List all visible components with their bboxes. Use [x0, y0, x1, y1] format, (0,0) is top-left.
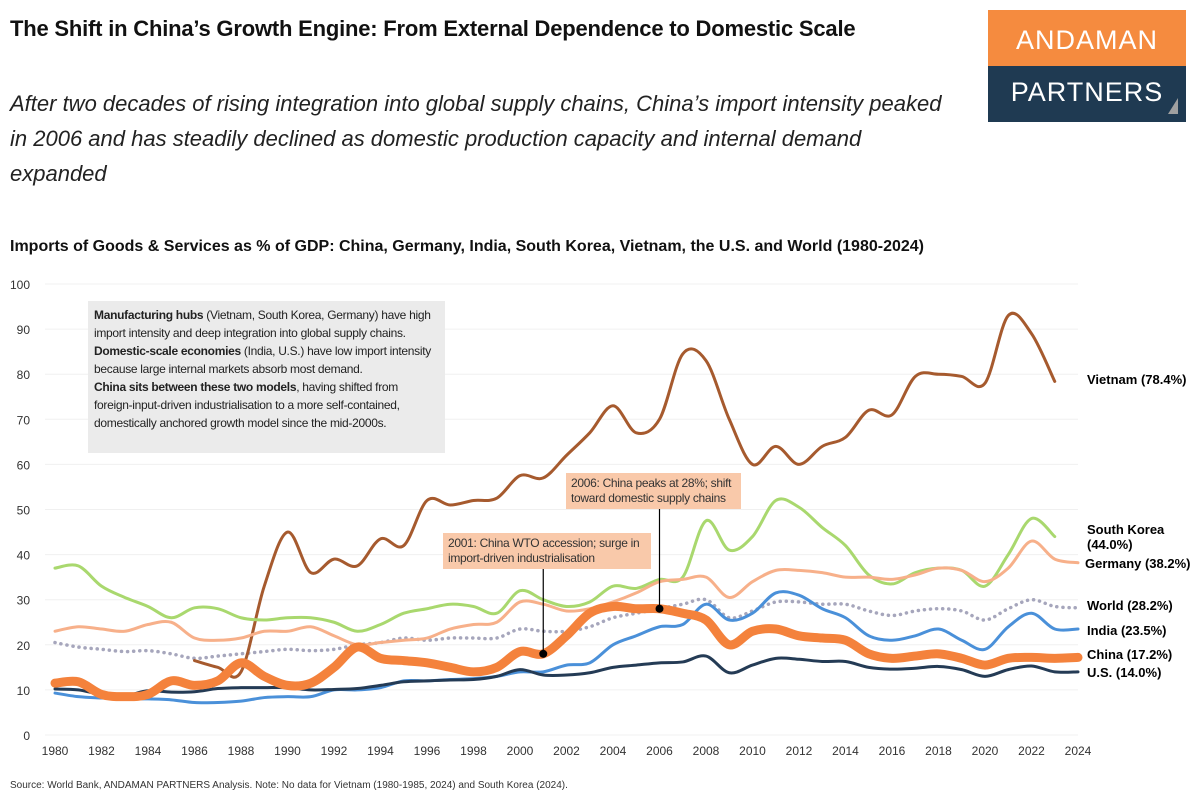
x-tick-label: 2002: [553, 744, 580, 758]
series-line-u-s-: [53, 654, 1080, 698]
note-p3-bold: China sits between these two models: [94, 380, 297, 394]
y-tick-label: 100: [10, 278, 30, 292]
x-tick-label: 1988: [228, 744, 255, 758]
x-tick-label: 1982: [88, 744, 115, 758]
y-tick-label: 10: [17, 684, 31, 698]
y-tick-label: 80: [17, 368, 31, 382]
explanatory-note: Manufacturing hubs (Vietnam, South Korea…: [88, 301, 445, 453]
label-india: India (23.5%): [1087, 623, 1167, 638]
x-tick-label: 1986: [181, 744, 208, 758]
x-tick-label: 2024: [1065, 744, 1092, 758]
logo-top: ANDAMAN: [988, 10, 1186, 66]
x-tick-label: 2010: [739, 744, 766, 758]
x-tick-label: 1992: [321, 744, 348, 758]
label-world: World (28.2%): [1087, 598, 1173, 613]
x-tick-label: 2014: [832, 744, 859, 758]
x-tick-label: 2016: [879, 744, 906, 758]
label-south-korea: South Korea (44.0%): [1087, 522, 1165, 552]
logo-bottom-text: PARTNERS: [1010, 77, 1164, 107]
y-tick-label: 40: [17, 549, 31, 563]
annotation-point: [539, 649, 548, 658]
x-tick-label: 1994: [367, 744, 394, 758]
note-p2-bold: Domestic-scale economies: [94, 344, 241, 358]
logo-triangle-icon: [1168, 98, 1178, 114]
y-tick-label: 0: [23, 729, 30, 743]
series-line-china: [50, 601, 1083, 702]
label-germany: Germany (38.2%): [1085, 556, 1191, 571]
page-subtitle: After two decades of rising integration …: [10, 91, 942, 186]
x-tick-label: 2018: [925, 744, 952, 758]
x-tick-label: 2012: [786, 744, 813, 758]
label-vietnam: Vietnam (78.4%): [1087, 372, 1187, 387]
page-title: The Shift in China’s Growth Engine: From…: [10, 16, 856, 41]
series-line-germany: [53, 539, 1080, 647]
series-line-vietnam: [193, 311, 1057, 679]
y-tick-label: 90: [17, 323, 31, 337]
x-tick-label: 2008: [693, 744, 720, 758]
series-line-world: [53, 597, 1080, 661]
note-p2: (India, U.S.) have low import intensity …: [94, 344, 431, 376]
note-p1: (Vietnam, South Korea, Germany) have hig…: [94, 308, 431, 340]
label-china: China (17.2%): [1087, 647, 1173, 662]
note-p1-bold: Manufacturing hubs: [94, 308, 204, 322]
y-tick-label: 50: [17, 504, 31, 518]
series-line-south-korea: [53, 497, 1057, 633]
annotation-point: [655, 604, 664, 613]
x-tick-label: 1984: [135, 744, 162, 758]
note-p3: , having shifted from foreign-input-driv…: [94, 380, 400, 430]
x-tick-label: 1980: [42, 744, 69, 758]
x-tick-label: 2006: [646, 744, 673, 758]
logo-bottom: PARTNERS: [988, 66, 1186, 122]
x-tick-label: 1996: [414, 744, 441, 758]
x-tick-label: 1990: [274, 744, 301, 758]
chart-title: Imports of Goods & Services as % of GDP:…: [10, 238, 924, 255]
x-tick-label: 1998: [460, 744, 487, 758]
source-note: Source: World Bank, ANDAMAN PARTNERS Ana…: [10, 780, 568, 791]
x-tick-label: 2000: [507, 744, 534, 758]
annotation-2006: 2006: China peaks at 28%; shift toward d…: [566, 473, 741, 509]
y-tick-label: 20: [17, 639, 31, 653]
y-tick-label: 30: [17, 594, 31, 608]
y-tick-label: 70: [17, 413, 31, 427]
annotation-2001: 2001: China WTO accession; surge in impo…: [443, 533, 651, 569]
series-line-india: [53, 590, 1080, 705]
x-tick-label: 2004: [600, 744, 627, 758]
y-tick-label: 60: [17, 458, 31, 472]
x-tick-label: 2022: [1018, 744, 1045, 758]
andaman-partners-logo: ANDAMAN PARTNERS: [988, 10, 1186, 122]
x-tick-label: 2020: [972, 744, 999, 758]
label-us: U.S. (14.0%): [1087, 665, 1162, 680]
